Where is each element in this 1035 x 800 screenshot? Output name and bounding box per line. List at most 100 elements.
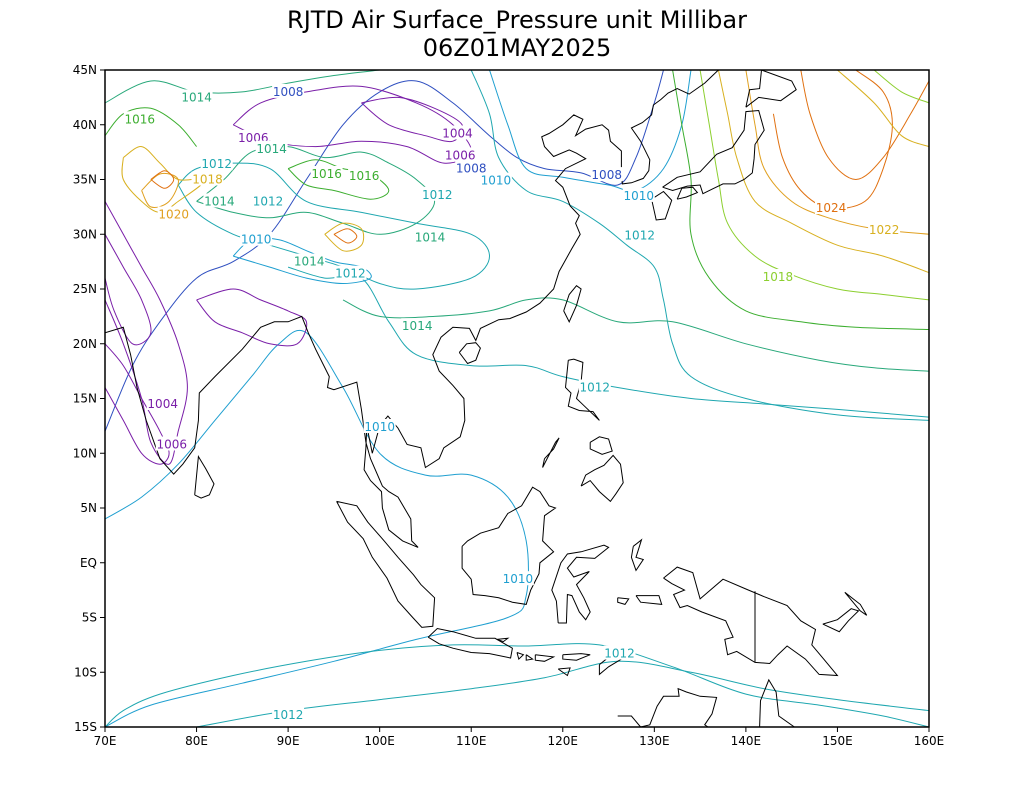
contour-label-bg	[155, 436, 188, 451]
coastline-segment	[630, 538, 645, 572]
contour-label: 1012	[253, 194, 284, 208]
contour-label-bg	[146, 396, 179, 410]
contour-label-bg	[255, 140, 288, 155]
y-axis: 45N 40N 35N 30N 25N 20N 15N 10N 5N EQ 5S 10S 15S	[73, 63, 105, 734]
contour-label-bg	[455, 160, 488, 175]
contour-label: 1012	[335, 267, 366, 281]
y-tick-label: 15N	[73, 392, 97, 406]
x-tick-label: 160E	[914, 734, 945, 748]
contour-label-layer: 1014 100810161004100610081010100610141012…	[123, 83, 901, 722]
contour-label-bg	[180, 89, 213, 104]
x-tick-label: 100E	[364, 734, 395, 748]
contour-label-bg	[603, 645, 636, 660]
x-tick-label: 140E	[731, 734, 762, 748]
contour-label-bg	[444, 147, 477, 162]
contour-label: 1010	[503, 572, 534, 586]
contour-label-bg	[363, 419, 396, 433]
isobar-1024	[772, 70, 893, 210]
isobar-1022	[150, 170, 175, 189]
isobar-1020	[333, 228, 358, 244]
coastline-segment	[516, 652, 525, 661]
contour-label-bg	[191, 171, 224, 186]
coastline-segment	[676, 186, 699, 200]
contour-label-bg	[479, 172, 512, 187]
isobar-1020	[141, 172, 179, 208]
isobar-1004	[105, 201, 188, 465]
contour-label-bg	[761, 269, 794, 283]
contour-label: 1010	[624, 189, 655, 203]
contour-label-bg	[272, 83, 305, 98]
contour-label: 1012	[624, 228, 655, 242]
coastline-segment	[617, 597, 630, 605]
contour-label-bg	[622, 187, 655, 202]
coastline-segment	[564, 358, 600, 421]
contour-label: 1018	[763, 270, 794, 284]
contour-label: 1006	[445, 148, 476, 162]
contour-label-bg	[240, 231, 273, 246]
contour-label-bg	[203, 193, 236, 208]
contour-label-bg	[293, 253, 326, 268]
x-axis: 70E 80E 90E 100E 110E 120E 130E 140E 150E 160E	[94, 727, 945, 748]
isobar-1012	[196, 660, 929, 727]
coastline-segment	[458, 342, 481, 365]
x-tick-label: 130E	[639, 734, 670, 748]
contour-label-bg	[868, 221, 901, 236]
coastline-segment	[525, 654, 534, 661]
y-tick-label: 15S	[74, 720, 97, 734]
x-tick-label: 150E	[822, 734, 853, 748]
y-tick-label: 25N	[73, 282, 97, 296]
isobar-1002	[105, 234, 152, 346]
coastline-segment	[194, 454, 215, 499]
isobar-1016	[105, 107, 197, 147]
contour-label-bg	[200, 156, 233, 171]
y-tick-label: 10S	[74, 665, 97, 679]
contour-label: 1016	[311, 167, 342, 181]
isobar-1020	[837, 70, 929, 148]
contour-label-bg	[501, 571, 534, 586]
isobar-1018	[121, 146, 207, 213]
isobar-1020	[717, 70, 929, 274]
isobar-1012	[470, 70, 929, 421]
contour-label: 1018	[192, 173, 223, 187]
coastline-segment	[542, 437, 560, 468]
isobar-1012	[105, 643, 929, 727]
coastline-segment	[662, 109, 765, 195]
y-tick-label: 20N	[73, 337, 97, 351]
contour-label-bg	[272, 707, 305, 721]
contour-label-bg	[237, 129, 270, 144]
contour-label-bg	[623, 227, 656, 242]
chart-title-line2: 06Z01MAY2025	[423, 34, 612, 62]
y-tick-label: 35N	[73, 173, 97, 187]
contour-label-bg	[414, 229, 446, 244]
contour-label: 1004	[442, 127, 473, 141]
coastline-segment	[651, 190, 673, 221]
y-tick-label: 10N	[73, 446, 97, 460]
isobar-1024	[800, 70, 929, 181]
contour-label: 1014	[294, 255, 325, 269]
contour-label: 1004	[147, 397, 178, 411]
y-tick-label: 5N	[80, 501, 97, 515]
coastline-segment	[617, 678, 795, 727]
contour-label: 1014	[402, 319, 433, 333]
contour-label-bg	[441, 125, 474, 140]
contour-label: 1012	[422, 188, 453, 202]
coastline-segment	[844, 591, 868, 616]
y-tick-label: EQ	[80, 556, 97, 570]
isobar-1016	[672, 70, 929, 330]
contour-label-bg	[578, 379, 611, 394]
contour-label: 1008	[456, 162, 487, 176]
coastline-segment	[562, 653, 591, 661]
x-tick-label: 70E	[94, 734, 117, 748]
coastline-segment	[745, 70, 797, 108]
isobar-1018	[699, 70, 929, 301]
isobar-1018	[324, 222, 365, 252]
coastline-segment	[534, 654, 556, 662]
x-tick-label: 80E	[185, 734, 208, 748]
coastline-segment	[563, 285, 582, 323]
coastline-segment	[580, 454, 624, 503]
isobar-1016	[287, 159, 390, 200]
contour-label: 1008	[591, 168, 622, 182]
contour-label-bg	[252, 193, 284, 208]
coastline-segment	[557, 667, 571, 677]
